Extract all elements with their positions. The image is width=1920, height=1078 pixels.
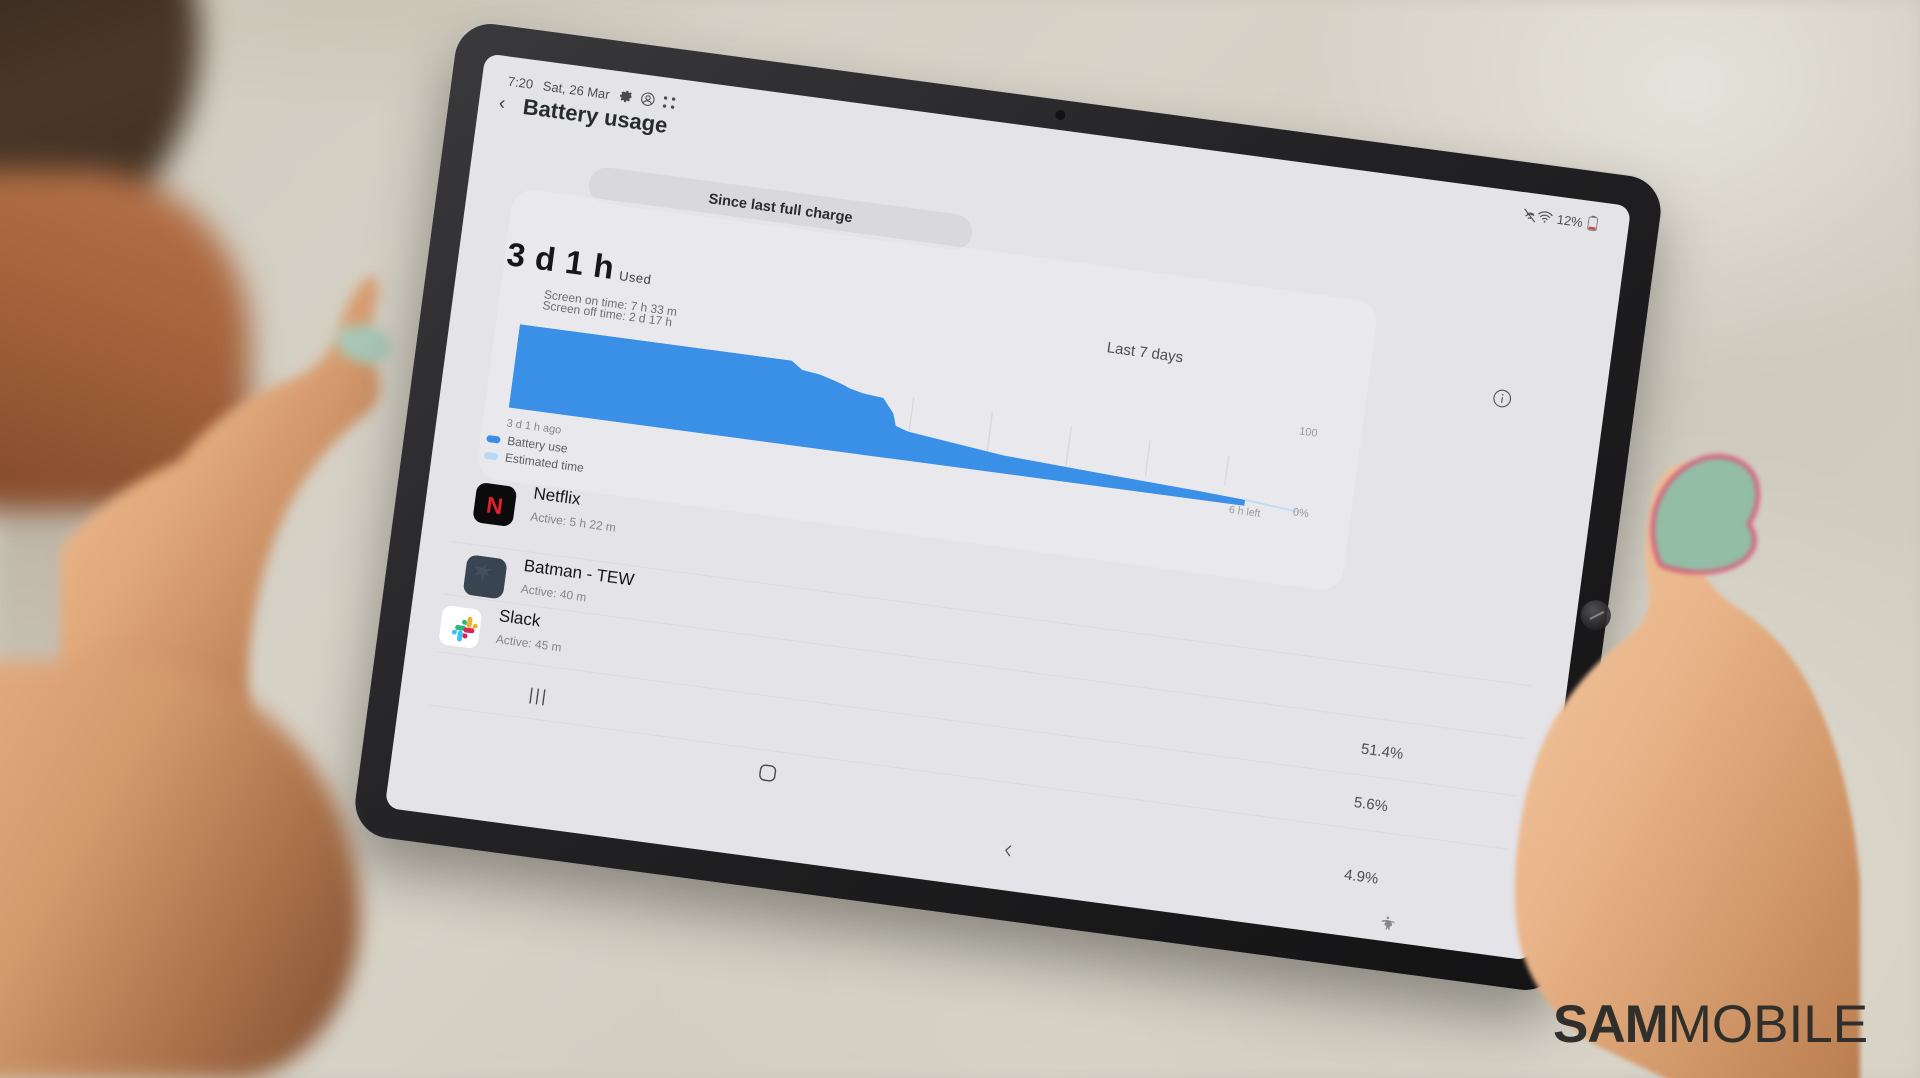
svg-text:N: N: [485, 491, 505, 519]
